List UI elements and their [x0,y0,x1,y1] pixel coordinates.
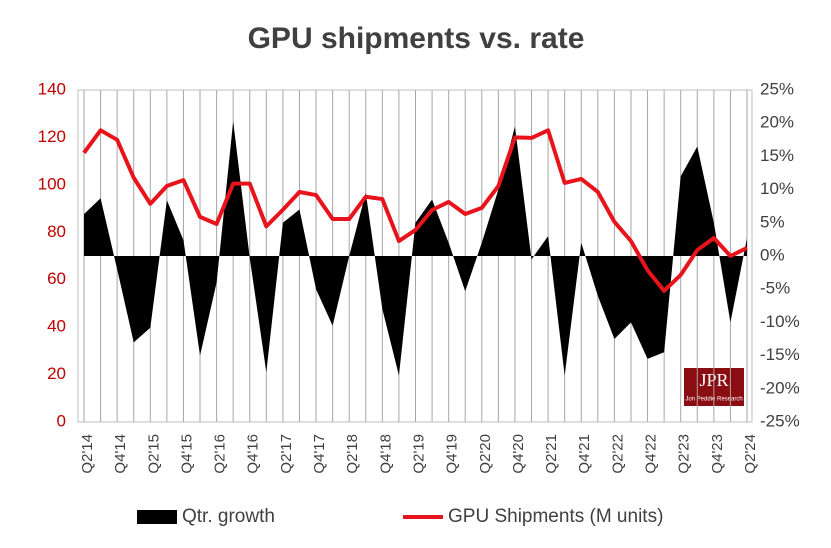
y-tick-label: 20 [47,364,66,383]
x-tick-label: Q2'17 [278,434,295,474]
y-tick-label: 0 [57,411,66,430]
y2-tick-label: 10% [760,179,794,198]
x-tick-label: Q4'22 [643,434,660,474]
x-tick-label: Q4'14 [112,434,129,474]
x-tick-label: Q4'15 [178,434,195,474]
y2-tick-label: 15% [760,146,794,165]
x-tick-label: Q4'18 [377,434,394,474]
plot-border [77,89,753,423]
series-area [84,121,747,376]
x-tick-label: Q4'21 [576,434,593,474]
x-tick-label: Q4'16 [245,434,262,474]
x-tick-label: Q2'19 [410,434,427,474]
x-tick-label: Q2'14 [79,434,96,474]
legend: Qtr. growth GPU Shipments (M units) [137,506,663,527]
x-tick-label: Q2'24 [742,434,759,474]
y-tick-label: 120 [38,127,66,146]
x-tick-label: Q2'22 [609,434,626,474]
y2-tick-label: -15% [760,345,800,364]
y2-tick-label: -5% [760,279,790,298]
y2-tick-label: 5% [760,212,785,231]
y-tick-label: 40 [47,317,66,336]
x-tick-label: Q2'15 [145,434,162,474]
x-tick-label: Q2'16 [212,434,229,474]
legend-swatch [137,510,177,524]
x-tick-label: Q4'17 [311,434,328,474]
legend-label: Qtr. growth [182,506,275,527]
y-tick-label: 100 [38,174,66,193]
y-tick-label: 140 [38,79,66,98]
x-tick-label: Q2'23 [676,434,693,474]
x-tick-label: Q2'18 [344,434,361,474]
y2-tick-label: -10% [760,312,800,331]
series-line [82,128,748,293]
x-tick-label: Q4'20 [510,434,527,474]
legend-label: GPU Shipments (M units) [448,506,663,527]
chart-title: GPU shipments vs. rate [248,22,585,55]
y-tick-label: 80 [47,222,66,241]
y-tick-label: 60 [47,269,66,288]
y2-tick-label: 25% [760,79,794,98]
x-tick-label: Q2'21 [543,434,560,474]
x-tick-label: Q2'20 [477,434,494,474]
shipments-line [82,128,748,293]
y2-tick-label: -20% [760,378,800,397]
y2-tick-label: 20% [760,113,794,132]
x-tick-label: Q4'23 [709,434,726,474]
x-tick-label: Q4'19 [444,434,461,474]
y2-tick-label: 0% [760,245,785,264]
y2-tick-label: -25% [760,411,800,430]
growth-area [84,121,747,376]
